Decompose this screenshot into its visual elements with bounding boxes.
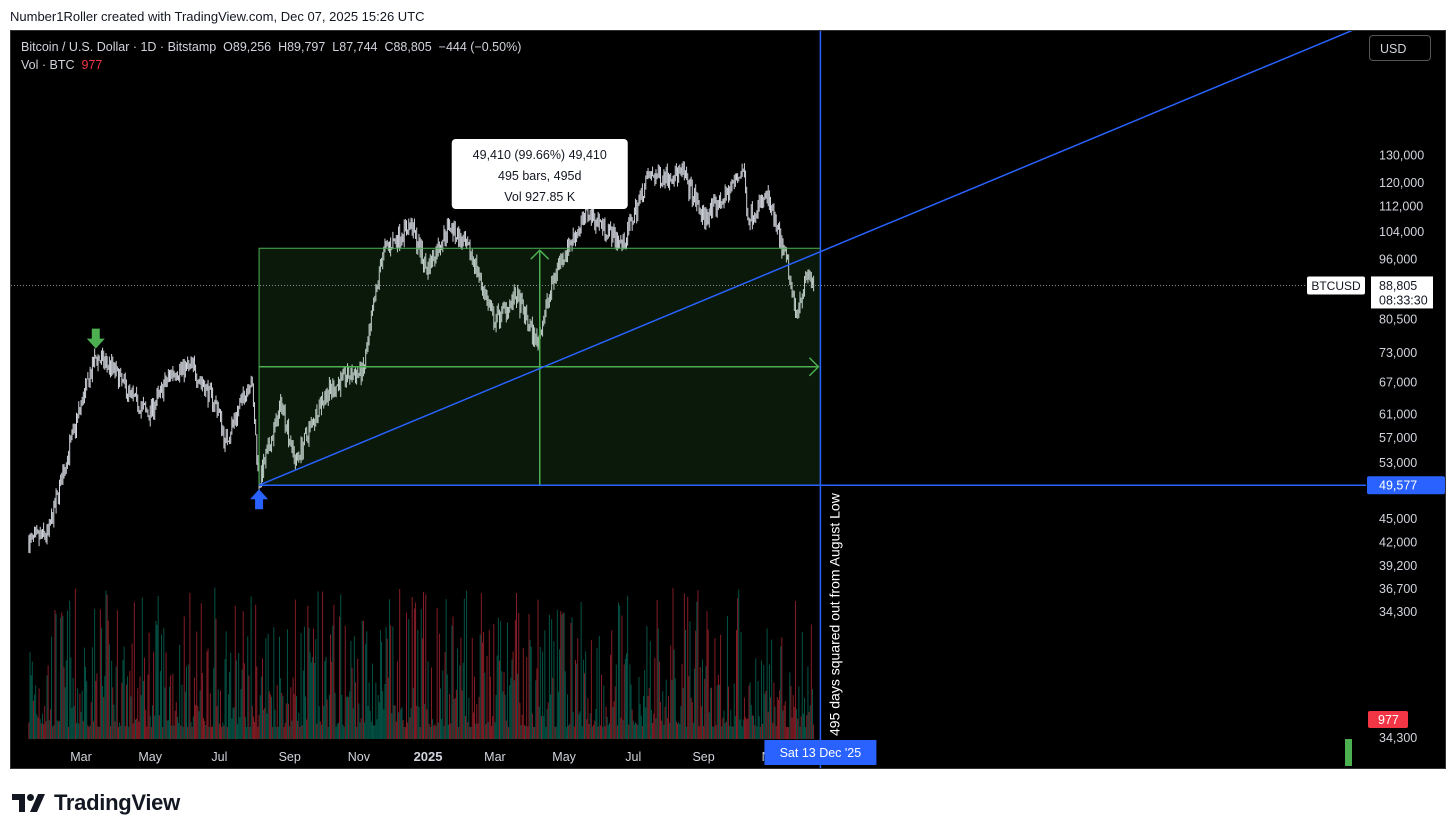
green-down-arrow-icon — [86, 328, 105, 349]
x-axis-tick-label: Nov — [348, 750, 371, 764]
y-axis-tick-label: 112,000 — [1379, 199, 1423, 213]
y-axis-tick-label: 96,000 — [1379, 252, 1417, 266]
y-axis-tick-label: 130,000 — [1379, 148, 1424, 162]
brand-name: TradingView — [54, 790, 180, 815]
chart-panel[interactable]: 49,410 (99.66%) 49,410 495 bars, 495d Vol … — [10, 30, 1446, 769]
legend-high: H89,797 — [278, 40, 326, 54]
volume-legend: Vol · BTC 977 — [21, 58, 102, 72]
y-axis-tick-label: 36,700 — [1379, 582, 1417, 596]
y-axis-tick-label: 53,000 — [1379, 456, 1417, 470]
legend-low: L87,744 — [332, 40, 378, 54]
current-price-label: 88,805 — [1379, 279, 1417, 293]
y-axis-tick-label: 42,000 — [1379, 536, 1417, 550]
current-price-box — [1371, 276, 1433, 309]
volume-bars — [28, 587, 815, 739]
price-range-label-change: 49,410 (99.66%) 49,410 — [473, 148, 607, 162]
blue-up-arrow-icon — [250, 489, 269, 510]
y-axis-tick-label: 80,500 — [1379, 313, 1417, 327]
y-axis-tick-label: 57,000 — [1379, 431, 1417, 445]
volume-last-box — [1368, 711, 1408, 728]
price-chart[interactable]: 49,410 (99.66%) 49,410 495 bars, 495d Vol … — [11, 31, 1446, 769]
support-price-label: 49,577 — [1379, 479, 1417, 493]
support-price-box — [1367, 476, 1445, 495]
x-axis-tick-label: Jul — [211, 750, 227, 764]
y-axis-tick-label: 45,000 — [1379, 512, 1417, 526]
x-axis-tick-label: May — [138, 750, 162, 764]
symbol-legend: Bitcoin / U.S. Dollar · 1D · Bitstamp O8… — [21, 40, 521, 54]
legend-change: −444 (−0.50%) — [438, 40, 522, 54]
trend-line[interactable] — [258, 31, 1366, 486]
x-axis-tick-label: Jul — [625, 750, 641, 764]
price-range-label-volume: Vol 927.85 K — [504, 190, 576, 204]
x-axis-tick-label: 2025 — [414, 749, 443, 764]
y-axis-tick-label: 67,000 — [1379, 376, 1417, 390]
y-axis-tick-label: 104,000 — [1379, 225, 1424, 239]
y-axis-tick-label: 73,000 — [1379, 346, 1417, 360]
y-axis-tick-label: 120,000 — [1379, 176, 1424, 190]
y-axis-tick-label: 61,000 — [1379, 408, 1417, 422]
x-axis-tick-label: Sep — [692, 750, 714, 764]
legend-close: C88,805 — [384, 40, 432, 54]
y-axis-tick-label: 39,200 — [1379, 559, 1417, 573]
symbol-tag-box — [1307, 276, 1365, 295]
price-range-label-bars: 495 bars, 495d — [498, 169, 581, 183]
chart-attribution: Number1Roller created with TradingView.c… — [10, 9, 425, 24]
date-range-arrowhead-right — [808, 357, 820, 377]
y-axis-tick-label: 34,300 — [1379, 605, 1417, 619]
y-axis-tick-label: 34,300 — [1379, 731, 1417, 745]
vertical-line-date-box — [764, 740, 877, 765]
currency-button[interactable]: USD — [1369, 35, 1431, 61]
price-range-arrowhead-up — [530, 249, 550, 260]
legend-symbol: Bitcoin / U.S. Dollar · 1D · Bitstamp — [21, 40, 217, 54]
vertical-line-date-label: Sat 13 Dec '25 — [780, 746, 862, 760]
volume-indicator-bar — [1345, 739, 1352, 766]
x-axis-tick-label: Sep — [279, 750, 301, 764]
tradingview-brand[interactable]: TradingView — [12, 790, 180, 816]
price-range-label-box — [451, 139, 628, 209]
legend-vol-label: Vol · BTC — [21, 58, 75, 72]
symbol-tag-label: BTCUSD — [1311, 279, 1361, 293]
vertical-line-note: 495 days squared out from August Low — [826, 492, 842, 736]
tradingview-logo-icon — [12, 794, 45, 812]
x-axis-tick-label: May — [552, 750, 576, 764]
x-axis-tick-label: Mar — [484, 750, 506, 764]
x-axis-tick-label: Mar — [70, 750, 92, 764]
legend-open: O89,256 — [223, 40, 272, 54]
legend-vol-value: 977 — [81, 58, 103, 72]
candles — [28, 161, 815, 554]
countdown-label: 08:33:30 — [1379, 293, 1428, 307]
volume-last-label: 977 — [1378, 713, 1399, 727]
